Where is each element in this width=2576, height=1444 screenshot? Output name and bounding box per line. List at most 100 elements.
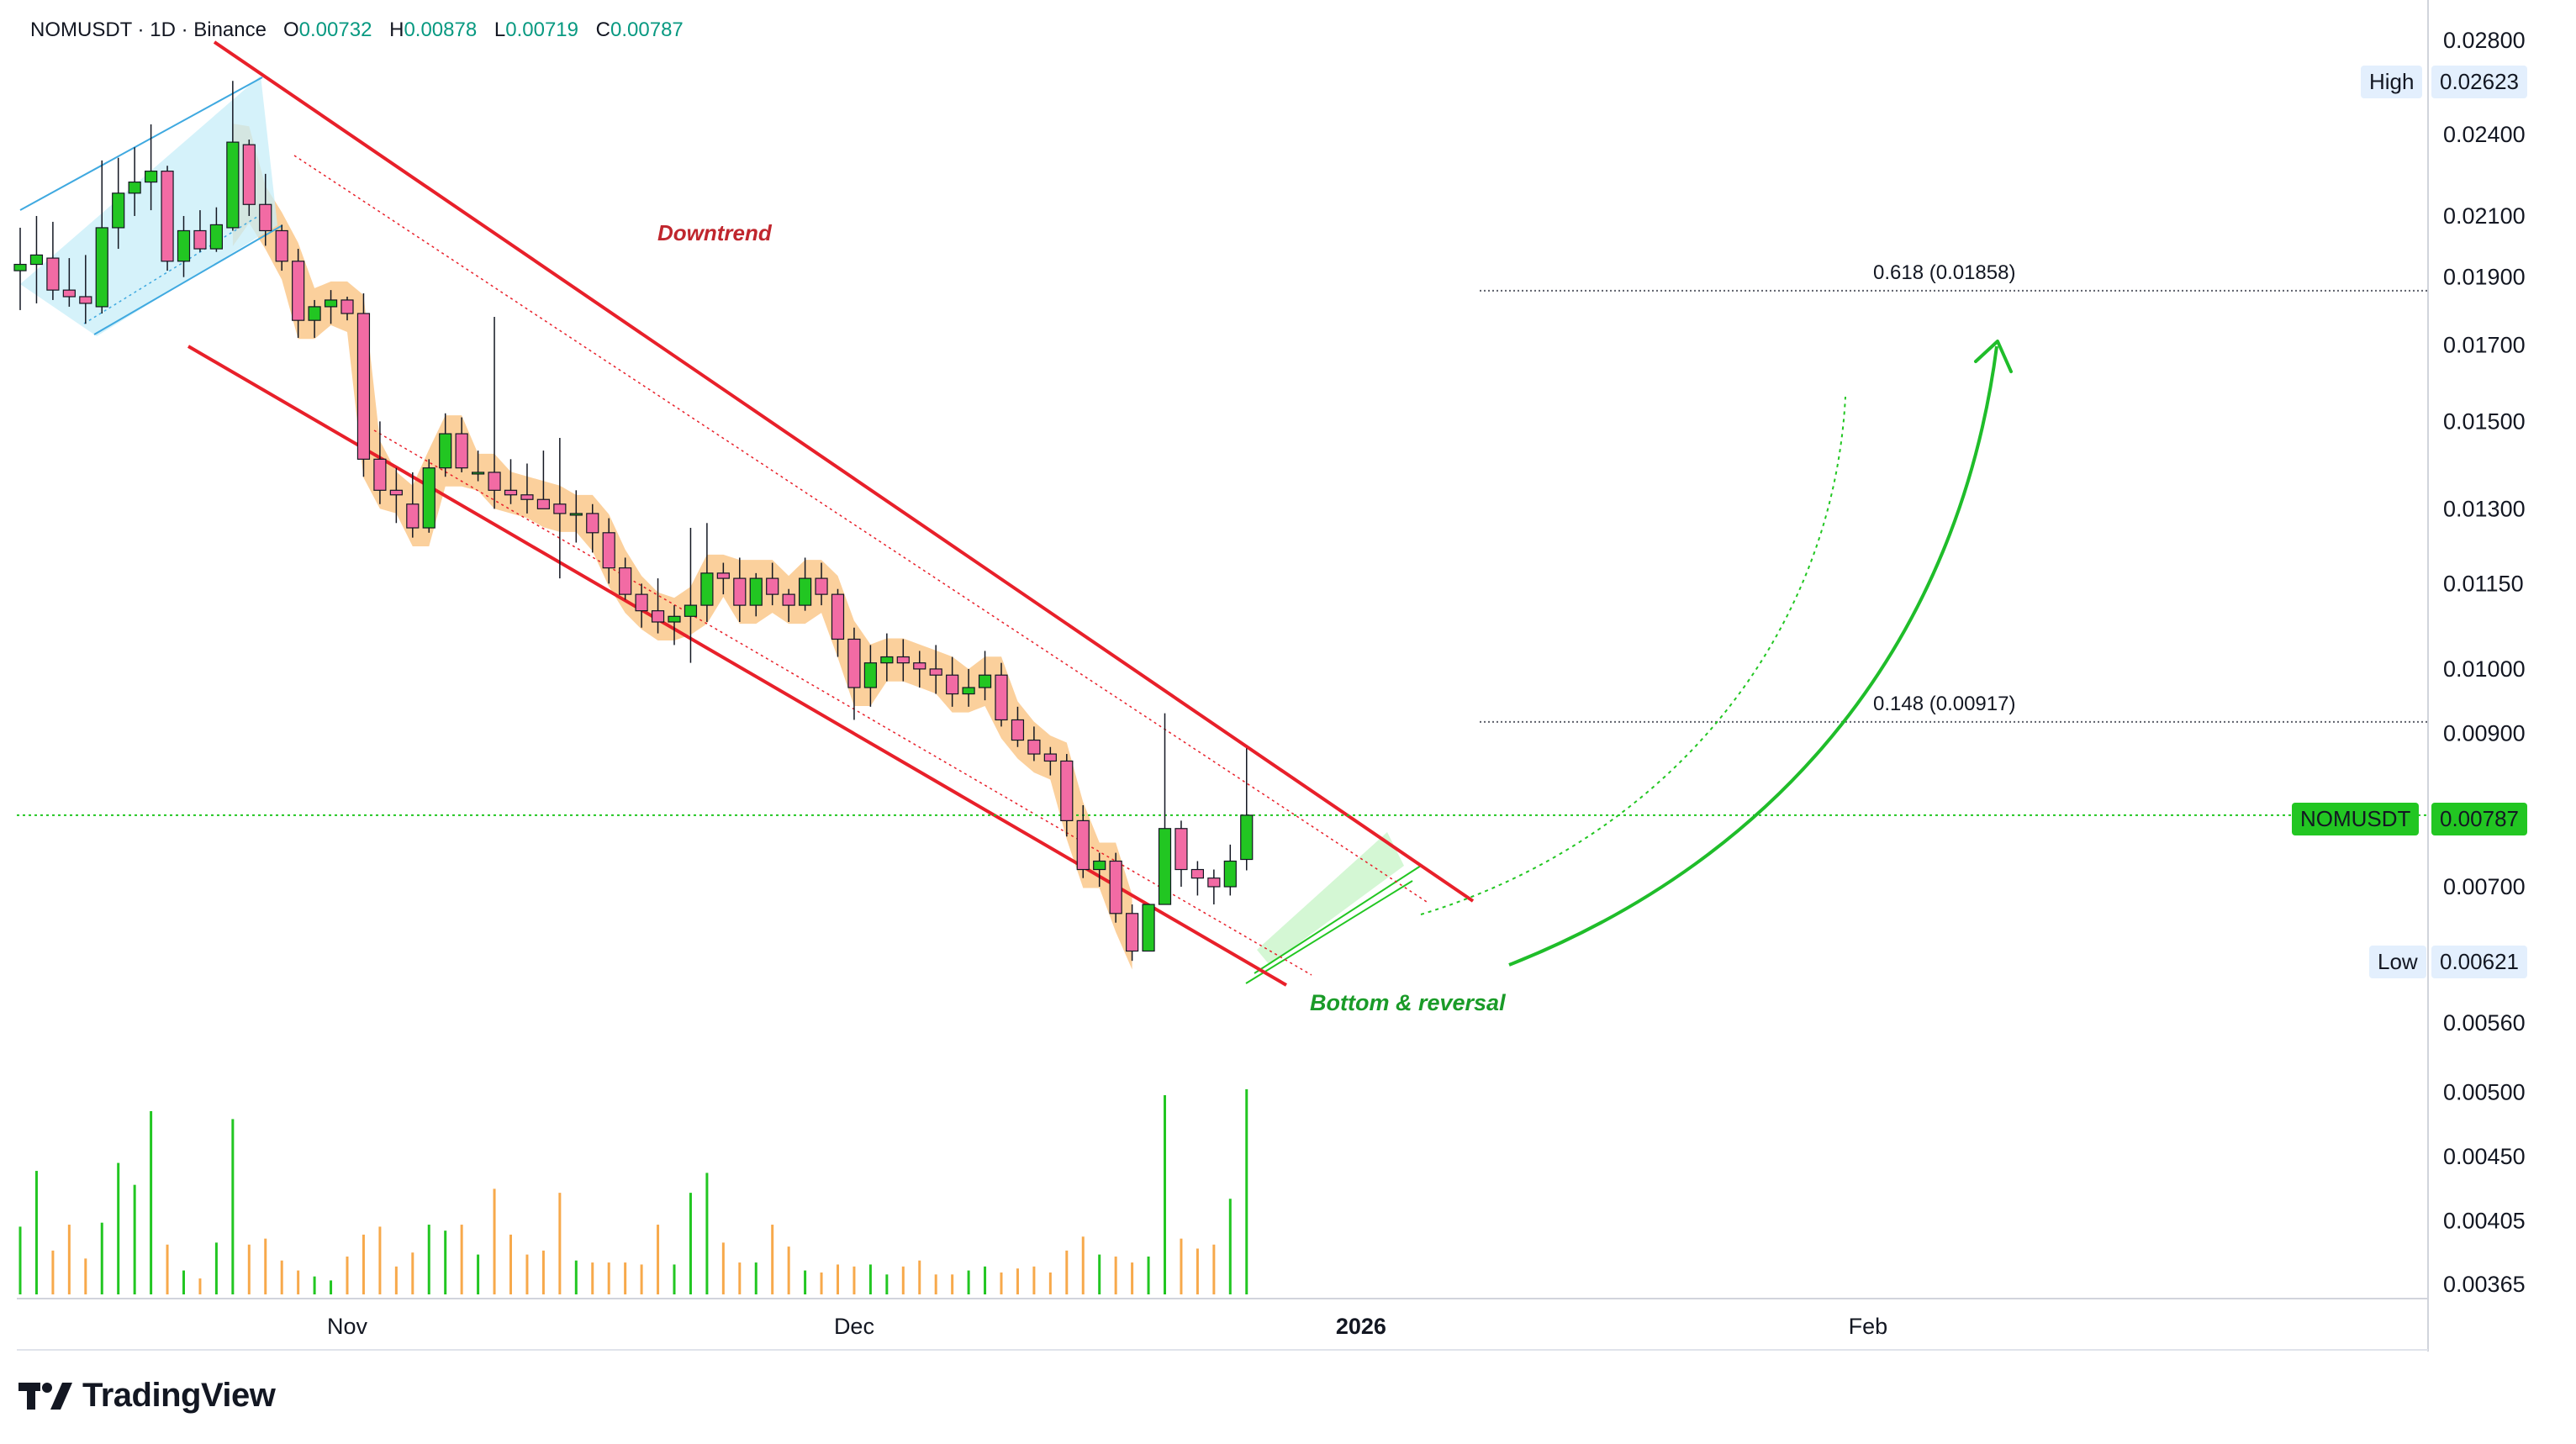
candle	[1190, 861, 1205, 896]
candle-body	[504, 489, 518, 496]
candle	[292, 249, 305, 338]
candle-body	[1093, 860, 1106, 871]
candle-body	[422, 467, 435, 529]
volume-bar	[525, 1254, 529, 1294]
candle	[733, 557, 747, 623]
volume-bar	[444, 1231, 447, 1294]
price-tick-label: 0.00405	[2443, 1208, 2526, 1233]
volume-bar	[34, 1171, 38, 1294]
candle-body	[324, 299, 338, 308]
candle	[684, 528, 698, 663]
high-value: 0.00878	[404, 18, 478, 41]
volume-bar	[1065, 1250, 1069, 1294]
candle	[569, 490, 583, 543]
price-tick-label: 0.02100	[2443, 203, 2526, 229]
volume-bar	[1000, 1272, 1003, 1294]
candle	[962, 668, 975, 707]
volume-bar	[460, 1225, 463, 1294]
symbol-line: NOMUSDT · 1D · Binance	[30, 18, 267, 41]
volume-bar	[117, 1162, 120, 1294]
candle-body	[95, 227, 108, 308]
candle-body	[308, 306, 321, 321]
low-value-tag: 0.00621	[2431, 946, 2527, 978]
volume-bar	[837, 1264, 839, 1294]
candle-body	[1043, 753, 1057, 762]
candle	[259, 173, 272, 246]
candle-body	[340, 299, 354, 314]
candle-body	[455, 433, 468, 469]
high-tag: High	[2361, 66, 2423, 98]
candle	[586, 503, 599, 553]
open-value: 0.00732	[298, 18, 372, 41]
candle-body	[79, 296, 92, 304]
candle-body	[798, 577, 812, 606]
volume-bar	[853, 1266, 856, 1294]
volume-bar	[247, 1244, 251, 1294]
price-tick-label: 0.00365	[2443, 1272, 2526, 1297]
candle-body	[128, 182, 141, 194]
volume-bar	[1212, 1244, 1216, 1294]
candle	[1060, 754, 1074, 837]
candle	[488, 317, 501, 509]
last-price: 0.00787	[2440, 806, 2519, 831]
volume-bar	[214, 1242, 218, 1294]
tradingview-brand[interactable]: TradingView	[18, 1377, 276, 1415]
low-tag-value: 0.00621	[2440, 949, 2519, 974]
candle	[978, 651, 992, 701]
volume-bar	[624, 1262, 627, 1294]
candle-body	[929, 668, 942, 676]
candle	[536, 451, 551, 509]
candle	[242, 140, 256, 216]
candle-body	[815, 577, 828, 595]
price-tick-label: 0.01150	[2443, 571, 2524, 596]
volume-bar	[1147, 1256, 1150, 1294]
volume-bar	[918, 1260, 921, 1294]
candle-body	[1240, 814, 1254, 861]
candle	[880, 633, 894, 682]
volume-bar	[1048, 1272, 1052, 1294]
candle-body	[913, 662, 926, 670]
volume-bar	[967, 1270, 970, 1294]
candle	[308, 299, 321, 338]
close-value: 0.00787	[610, 18, 684, 41]
candle	[128, 147, 141, 216]
candle-body	[962, 687, 975, 695]
bottom-fill	[1257, 832, 1404, 965]
candle	[275, 224, 288, 271]
candle	[95, 160, 108, 314]
candle	[782, 588, 795, 623]
candle-body	[619, 567, 632, 595]
volume-bar	[394, 1266, 398, 1294]
candle-body	[356, 313, 371, 460]
candle-body	[536, 498, 551, 509]
volume-bar	[1098, 1254, 1101, 1294]
volume-bar	[1032, 1266, 1036, 1294]
candle-body	[193, 229, 207, 250]
candle	[1158, 713, 1172, 905]
candle	[1027, 726, 1041, 762]
fib-level-label: 0.618 (0.01858)	[1873, 261, 2015, 284]
high-value-tag: 0.02623	[2431, 66, 2527, 98]
candle	[406, 472, 420, 538]
candle	[520, 463, 534, 514]
volume-bar	[133, 1184, 136, 1294]
volume-bar	[934, 1274, 937, 1294]
candle-body	[13, 263, 27, 271]
volume-bar	[18, 1226, 22, 1294]
volume-bar	[1228, 1199, 1232, 1294]
volume-bar	[1164, 1095, 1166, 1294]
candle	[635, 583, 648, 628]
volume-bar	[574, 1260, 578, 1294]
candle	[1109, 852, 1122, 923]
candle-body	[520, 494, 534, 500]
volume-bar	[182, 1270, 185, 1294]
volume-bar	[1114, 1256, 1117, 1294]
volume-bar	[951, 1274, 954, 1294]
candle	[716, 562, 730, 595]
last-symbol-tag: NOMUSDT	[2292, 803, 2420, 835]
candle-body	[749, 577, 763, 606]
candle-body	[863, 662, 878, 688]
candle	[1043, 746, 1057, 776]
volume-bar	[509, 1234, 512, 1294]
